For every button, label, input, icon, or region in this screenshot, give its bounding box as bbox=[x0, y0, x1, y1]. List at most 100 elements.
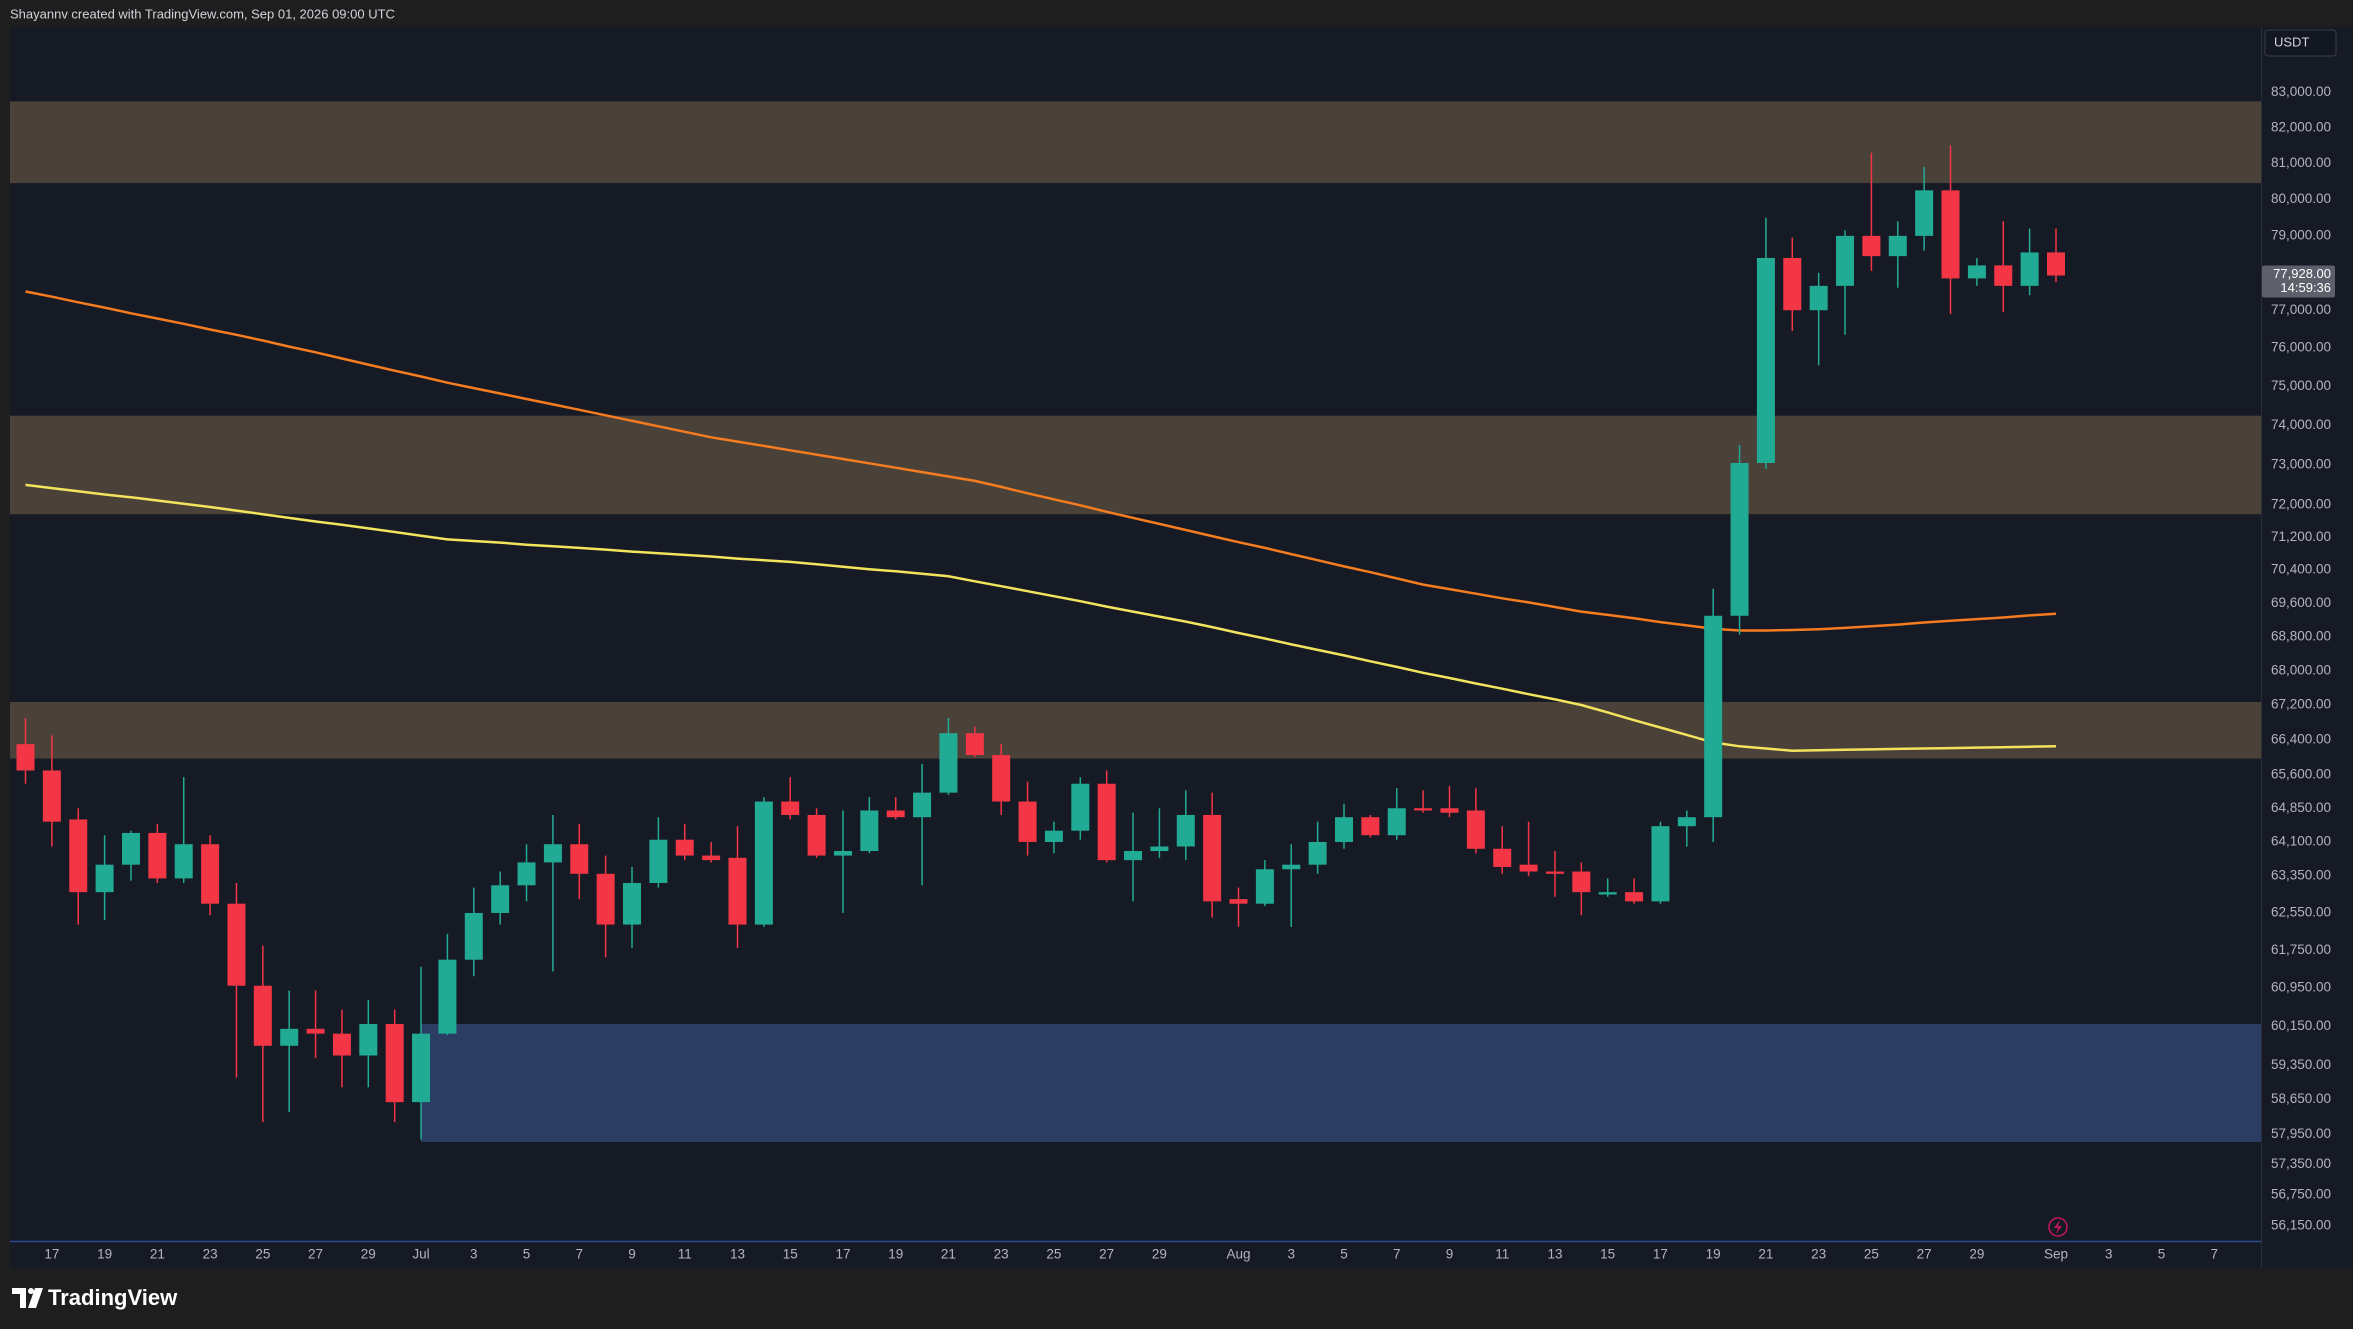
currency-label: USDT bbox=[2274, 34, 2309, 49]
x-tick-label: 25 bbox=[255, 1247, 270, 1262]
candle-body bbox=[596, 873, 615, 925]
candle-body bbox=[1282, 864, 1301, 870]
x-tick-label: 27 bbox=[308, 1247, 323, 1262]
y-tick-label: 73,000.00 bbox=[2271, 456, 2331, 471]
zone bbox=[10, 101, 2261, 184]
candle-body bbox=[1176, 814, 1195, 847]
candle-body bbox=[2046, 252, 2065, 276]
candle-body bbox=[570, 844, 589, 874]
y-tick-label: 65,600.00 bbox=[2271, 766, 2331, 781]
x-tick-label: 13 bbox=[1547, 1247, 1562, 1262]
candle-body bbox=[1387, 808, 1406, 836]
x-tick-label: 25 bbox=[1046, 1247, 1061, 1262]
currency-box[interactable] bbox=[2264, 29, 2337, 57]
candle-body bbox=[1071, 783, 1090, 831]
candle-body bbox=[860, 810, 879, 852]
candle-body bbox=[1783, 257, 1802, 311]
candle-body bbox=[1888, 235, 1907, 257]
y-tick-label: 80,000.00 bbox=[2271, 191, 2331, 206]
x-tick-label: 19 bbox=[1706, 1247, 1721, 1262]
x-tick-label: 7 bbox=[576, 1247, 584, 1262]
candle-body bbox=[174, 844, 193, 879]
x-tick-label: Aug bbox=[1227, 1247, 1251, 1262]
plot-layer bbox=[10, 101, 2261, 1142]
candle-body bbox=[2020, 252, 2039, 286]
candle-body bbox=[1440, 808, 1459, 813]
candle-body bbox=[201, 844, 220, 904]
candle-body bbox=[754, 801, 773, 925]
candle-body bbox=[939, 733, 958, 793]
y-tick-label: 81,000.00 bbox=[2271, 155, 2331, 170]
candle-body bbox=[728, 857, 747, 925]
candle-body bbox=[491, 885, 510, 913]
candle-body bbox=[1124, 851, 1143, 861]
candle-body bbox=[95, 864, 114, 893]
tradingview-logo bbox=[12, 1288, 43, 1308]
x-tick-label: 27 bbox=[1099, 1247, 1114, 1262]
y-tick-label: 63,350.00 bbox=[2271, 868, 2331, 883]
candle-body bbox=[1836, 235, 1855, 286]
candle-body bbox=[623, 882, 642, 925]
x-tick-label: 27 bbox=[1917, 1247, 1932, 1262]
candle-body bbox=[1756, 257, 1775, 463]
x-tick-label: 21 bbox=[1758, 1247, 1773, 1262]
candle-body bbox=[675, 839, 694, 856]
x-tick-label: 19 bbox=[97, 1247, 112, 1262]
candle-body bbox=[1097, 783, 1116, 861]
x-tick-label: 29 bbox=[1152, 1247, 1167, 1262]
candle-body bbox=[807, 814, 826, 856]
y-tick-label: 64,100.00 bbox=[2271, 834, 2331, 849]
x-tick-label: 7 bbox=[1393, 1247, 1401, 1262]
candle-body bbox=[1018, 801, 1037, 842]
candle-body bbox=[1994, 265, 2013, 286]
candle-body bbox=[385, 1024, 404, 1103]
y-tick-label: 77,000.00 bbox=[2271, 302, 2331, 317]
footer-brand: TradingView bbox=[48, 1285, 178, 1310]
y-tick-label: 82,000.00 bbox=[2271, 119, 2331, 134]
last-price-box bbox=[2262, 265, 2335, 298]
x-tick-label: 17 bbox=[44, 1247, 59, 1262]
y-tick-label: 67,200.00 bbox=[2271, 697, 2331, 712]
x-tick-label: 7 bbox=[2210, 1247, 2218, 1262]
zone bbox=[421, 1024, 2261, 1142]
candle-body bbox=[42, 770, 61, 822]
candle-body bbox=[1598, 892, 1617, 895]
y-tick-label: 62,550.00 bbox=[2271, 905, 2331, 920]
x-tick-label: 23 bbox=[203, 1247, 218, 1262]
x-tick-label: 3 bbox=[2105, 1247, 2113, 1262]
x-tick-label: Jul bbox=[412, 1247, 429, 1262]
x-tick-label: 13 bbox=[730, 1247, 745, 1262]
candle-body bbox=[227, 903, 246, 986]
x-tick-label: 5 bbox=[2158, 1247, 2166, 1262]
alert-icon bbox=[2048, 1217, 2068, 1237]
candle-body bbox=[1967, 265, 1986, 279]
x-tick-label: 3 bbox=[470, 1247, 478, 1262]
candle-body bbox=[1493, 848, 1512, 867]
candle-body bbox=[517, 862, 536, 886]
x-tick-label: 5 bbox=[523, 1247, 531, 1262]
countdown-label: 14:59:36 bbox=[2280, 280, 2331, 295]
candle-body bbox=[992, 755, 1011, 802]
y-tick-label: 76,000.00 bbox=[2271, 340, 2331, 355]
candle-body bbox=[1414, 808, 1433, 811]
candle-body bbox=[702, 855, 721, 861]
candle-body bbox=[1730, 462, 1749, 616]
y-tick-label: 60,150.00 bbox=[2271, 1018, 2331, 1033]
y-tick-label: 72,000.00 bbox=[2271, 497, 2331, 512]
candle-body bbox=[1677, 817, 1696, 827]
y-tick-label: 61,750.00 bbox=[2271, 942, 2331, 957]
x-tick-label: 3 bbox=[1288, 1247, 1296, 1262]
y-tick-label: 68,000.00 bbox=[2271, 662, 2331, 677]
candle-body bbox=[1308, 841, 1327, 865]
y-tick-label: 74,000.00 bbox=[2271, 417, 2331, 432]
candle-body bbox=[649, 839, 668, 883]
candle-body bbox=[253, 985, 272, 1046]
candle-body bbox=[913, 792, 932, 818]
candle-body bbox=[886, 810, 905, 818]
y-tick-label: 70,400.00 bbox=[2271, 562, 2331, 577]
candle-body bbox=[1466, 810, 1485, 849]
y-tick-label: 59,350.00 bbox=[2271, 1057, 2331, 1072]
candle-body bbox=[1519, 864, 1538, 872]
x-tick-label: Sep bbox=[2044, 1247, 2068, 1262]
